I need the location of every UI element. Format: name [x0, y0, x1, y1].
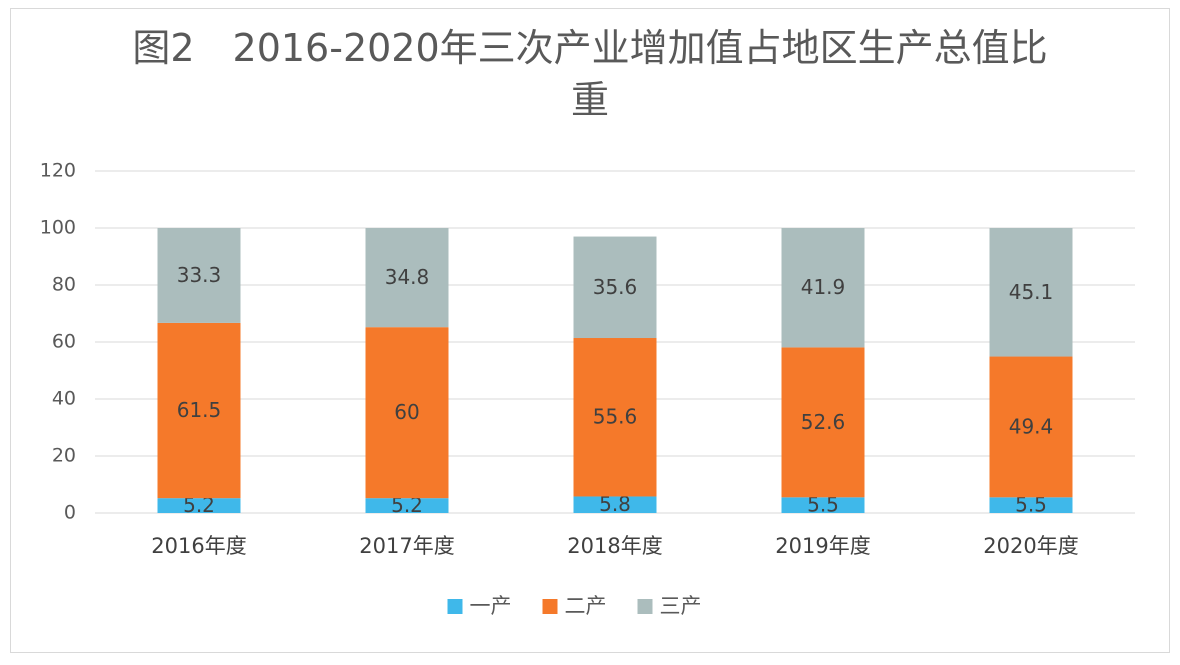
- data-label: 55.6: [593, 405, 638, 429]
- x-tick-label: 2017年度: [359, 534, 454, 558]
- bar-segment: [781, 347, 865, 498]
- data-label: 33.3: [177, 263, 222, 287]
- bar-segment: [365, 327, 449, 499]
- data-label: 41.9: [801, 275, 846, 299]
- y-tick-label: 60: [52, 331, 76, 353]
- data-label: 49.4: [1009, 414, 1054, 438]
- legend-label: 三产: [660, 594, 702, 618]
- y-tick-label: 40: [52, 388, 76, 410]
- bar-segment: [365, 228, 449, 328]
- legend-label: 一产: [470, 594, 512, 618]
- chart-frame: [10, 8, 1170, 653]
- legend-label: 二产: [565, 594, 607, 618]
- bar-segment: [157, 322, 241, 499]
- legend-swatch: [542, 599, 558, 614]
- y-tick-label: 20: [52, 445, 76, 467]
- bar-segment: [573, 496, 657, 513]
- bar-segment: [573, 338, 657, 497]
- legend-swatch: [447, 599, 463, 614]
- bar-segment: [781, 497, 865, 513]
- data-label: 52.6: [801, 410, 846, 434]
- x-tick-label: 2016年度: [151, 534, 246, 558]
- data-label: 5.2: [183, 493, 215, 517]
- bar-segment: [573, 236, 657, 339]
- bar-segment: [989, 356, 1073, 498]
- bar-segment: [989, 228, 1073, 357]
- bar-segment: [781, 228, 865, 348]
- data-label: 60: [394, 400, 419, 424]
- bar-segment: [365, 498, 449, 513]
- chart-title: 图2 2016-2020年三次产业增加值占地区生产总值比重: [132, 26, 1048, 122]
- data-label: 61.5: [177, 398, 222, 422]
- data-label: 35.6: [593, 275, 638, 299]
- x-tick-label: 2018年度: [567, 534, 662, 558]
- data-label: 5.2: [391, 493, 423, 517]
- legend-swatch: [637, 599, 653, 614]
- data-label: 34.8: [385, 265, 430, 289]
- data-label: 5.5: [1015, 493, 1047, 517]
- y-tick-label: 80: [52, 274, 76, 296]
- x-tick-label: 2020年度: [983, 534, 1078, 558]
- y-tick-label: 120: [40, 160, 76, 182]
- data-label: 5.5: [807, 493, 839, 517]
- y-tick-label: 100: [40, 217, 76, 239]
- x-tick-label: 2019年度: [775, 534, 870, 558]
- data-label: 45.1: [1009, 280, 1054, 304]
- bar-segment: [989, 497, 1073, 513]
- bar-segment: [157, 498, 241, 513]
- bar-segment: [157, 228, 241, 323]
- y-tick-label: 0: [64, 502, 76, 524]
